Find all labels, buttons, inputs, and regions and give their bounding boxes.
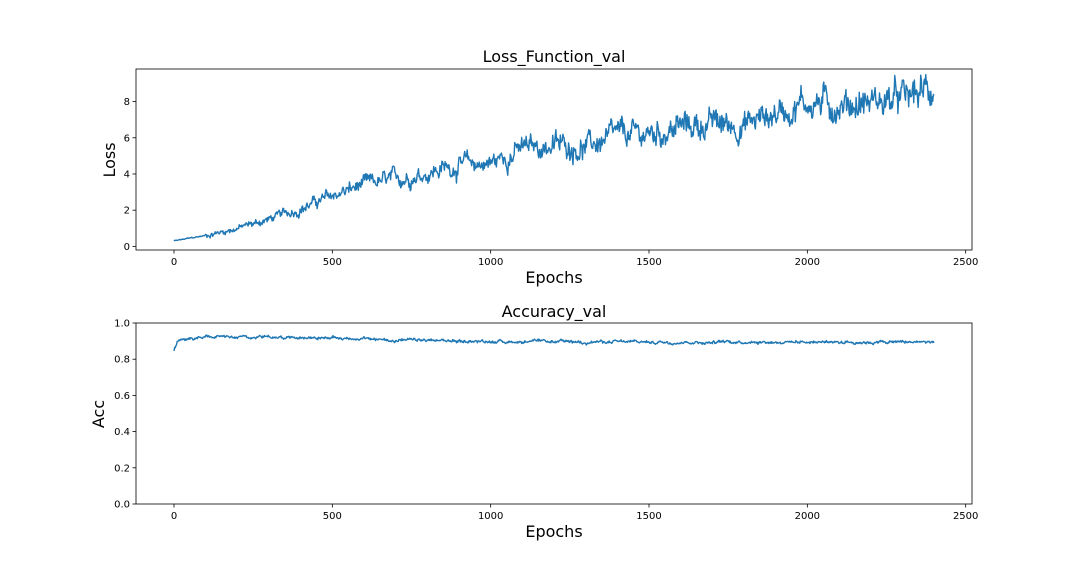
accuracy-y-axis-label: Acc xyxy=(89,400,108,428)
accuracy-x-tick-label: 2500 xyxy=(953,511,978,522)
loss-x-tick-label: 2000 xyxy=(795,257,820,268)
accuracy-y-tick-label: 1.0 xyxy=(114,319,130,330)
accuracy-axes-frame xyxy=(135,322,973,505)
loss-x-tick-label: 0 xyxy=(171,257,177,268)
accuracy-x-ticks: 0 500 1000 1500 2000 2500 xyxy=(171,504,978,522)
accuracy-x-tick-label: 1000 xyxy=(478,511,503,522)
loss-x-axis-label: Epochs xyxy=(525,268,582,287)
loss-axes-frame xyxy=(135,68,973,251)
accuracy-chart-title: Accuracy_val xyxy=(502,302,607,322)
loss-y-tick-label: 6 xyxy=(124,133,130,144)
loss-y-axis-label: Loss xyxy=(100,142,119,177)
loss-series-line xyxy=(173,73,935,242)
accuracy-x-tick-label: 0 xyxy=(171,511,177,522)
loss-y-tick-label: 8 xyxy=(124,97,130,108)
loss-y-tick-label: 2 xyxy=(124,206,130,217)
loss-y-tick-label: 4 xyxy=(124,169,130,180)
accuracy-x-tick-label: 1500 xyxy=(636,511,661,522)
accuracy-y-tick-label: 0.2 xyxy=(114,463,130,474)
loss-x-tick-label: 500 xyxy=(323,257,342,268)
loss-x-tick-label: 1000 xyxy=(478,257,503,268)
accuracy-y-tick-label: 0.4 xyxy=(114,427,130,438)
loss-x-ticks: 0 500 1000 1500 2000 2500 xyxy=(171,250,978,268)
loss-x-tick-label: 1500 xyxy=(636,257,661,268)
loss-chart: Loss_Function_val 0 2 4 6 8 0 500 1000 1500 2000… xyxy=(100,47,978,287)
accuracy-y-tick-label: 0.8 xyxy=(114,355,130,366)
accuracy-y-ticks: 0.0 0.2 0.4 0.6 0.8 1.0 xyxy=(114,319,136,511)
loss-y-ticks: 0 2 4 6 8 xyxy=(124,97,136,253)
loss-chart-title: Loss_Function_val xyxy=(483,47,626,67)
accuracy-x-tick-label: 500 xyxy=(323,511,342,522)
accuracy-x-axis-label: Epochs xyxy=(525,522,582,541)
accuracy-y-tick-label: 0.0 xyxy=(114,500,130,511)
loss-y-tick-label: 0 xyxy=(124,242,130,253)
accuracy-x-tick-label: 2000 xyxy=(795,511,820,522)
accuracy-y-tick-label: 0.6 xyxy=(114,391,130,402)
loss-x-tick-label: 2500 xyxy=(953,257,978,268)
accuracy-series-line xyxy=(173,334,935,352)
accuracy-chart: Accuracy_val 0.0 0.2 0.4 0.6 0.8 1.0 0 500 1000… xyxy=(89,302,978,541)
